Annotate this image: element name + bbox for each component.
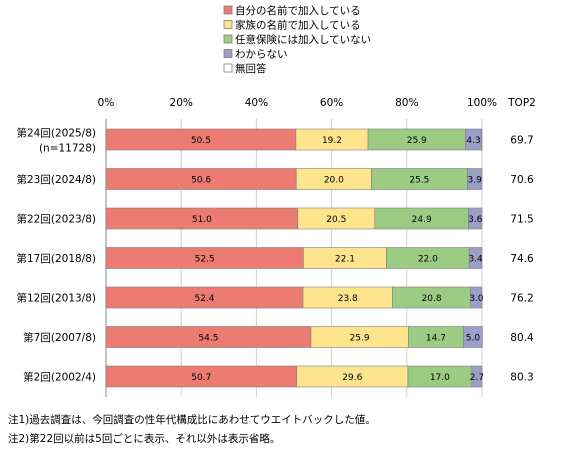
legend-swatch bbox=[223, 34, 233, 44]
bar-segment bbox=[463, 326, 483, 348]
data-label: 29.6 bbox=[342, 373, 362, 383]
data-label: 22.1 bbox=[335, 255, 355, 265]
data-label: 2.7 bbox=[470, 373, 484, 383]
legend-label: 無回答 bbox=[235, 62, 267, 75]
data-label: 3.0 bbox=[469, 294, 484, 304]
top2-value: 71.5 bbox=[510, 214, 533, 226]
bar-segment bbox=[471, 365, 483, 388]
category-label: 第17回(2018/8) bbox=[17, 252, 97, 265]
bar-segment bbox=[468, 207, 483, 230]
category-label: 第12回(2013/8) bbox=[17, 292, 97, 305]
x-tick-label: 100% bbox=[467, 97, 497, 109]
category-label: 第22回(2023/8) bbox=[17, 213, 97, 226]
data-label: 50.7 bbox=[191, 373, 211, 383]
data-label: 20.5 bbox=[326, 215, 346, 225]
legend-label: わからない bbox=[235, 49, 288, 61]
data-label: 25.9 bbox=[350, 334, 370, 344]
data-label: 3.4 bbox=[468, 255, 483, 265]
legend-swatch bbox=[223, 49, 233, 58]
bar-segment bbox=[468, 247, 483, 269]
top2-value: 70.6 bbox=[510, 174, 534, 186]
data-label: 20.8 bbox=[422, 294, 442, 304]
data-label: 50.5 bbox=[191, 136, 211, 146]
legend-swatch bbox=[223, 5, 233, 15]
top2-value: 76.2 bbox=[510, 293, 533, 305]
top2-value: 80.4 bbox=[510, 332, 534, 344]
data-label: 3.9 bbox=[468, 176, 483, 186]
bar-segment bbox=[470, 286, 483, 309]
data-label: 19.2 bbox=[322, 136, 342, 146]
x-tick-label: 40% bbox=[245, 97, 268, 109]
category-label: 第23回(2024/8) bbox=[17, 173, 97, 186]
x-tick-label: 20% bbox=[170, 97, 193, 109]
data-label: 25.9 bbox=[407, 136, 427, 146]
data-label: 54.5 bbox=[198, 334, 218, 344]
legend-swatch bbox=[223, 63, 233, 73]
top2-value: 69.7 bbox=[510, 135, 533, 147]
data-label: 25.5 bbox=[409, 176, 429, 186]
data-label: 50.6 bbox=[191, 176, 211, 186]
data-label: 24.9 bbox=[412, 215, 432, 225]
category-label: 第7回(2007/8) bbox=[23, 331, 96, 344]
footnote-1: 注1)過去調査は、今回調査の性年代構成比にあわせてウエイトバックした値。 bbox=[8, 414, 376, 426]
legend-label: 家族の名前で加入している bbox=[235, 19, 361, 32]
footnote-2: 注2)第22回以前は5回ごとに表示、それ以外は表示省略。 bbox=[8, 433, 281, 445]
data-label: 52.4 bbox=[194, 294, 214, 304]
x-tick-label: 80% bbox=[395, 97, 418, 109]
legend-swatch bbox=[223, 20, 233, 29]
data-label: 20.0 bbox=[324, 176, 344, 186]
bar-segment bbox=[467, 168, 483, 190]
x-tick-label: 60% bbox=[320, 97, 343, 109]
data-label: 52.5 bbox=[195, 255, 215, 265]
data-label: 22.0 bbox=[418, 255, 438, 265]
top2-value: 80.3 bbox=[510, 372, 533, 384]
x-tick-label: 0% bbox=[98, 97, 115, 109]
data-label: 4.3 bbox=[466, 136, 480, 146]
top2-value: 74.6 bbox=[510, 253, 534, 265]
data-label: 17.0 bbox=[430, 373, 450, 383]
category-label: 第2回(2002/4) bbox=[23, 371, 96, 384]
top2-header: TOP2 bbox=[507, 97, 536, 109]
data-label: 23.8 bbox=[338, 294, 358, 304]
legend-label: 任意保険には加入していない bbox=[235, 33, 371, 46]
data-label: 3.6 bbox=[468, 215, 483, 225]
legend-label: 自分の名前で加入している bbox=[235, 4, 361, 17]
category-label: 第24回(2025/8) bbox=[17, 127, 97, 140]
category-sublabel: (n=11728) bbox=[39, 143, 96, 155]
data-label: 5.0 bbox=[466, 334, 481, 344]
data-label: 14.7 bbox=[426, 334, 446, 344]
data-label: 51.0 bbox=[192, 215, 212, 225]
